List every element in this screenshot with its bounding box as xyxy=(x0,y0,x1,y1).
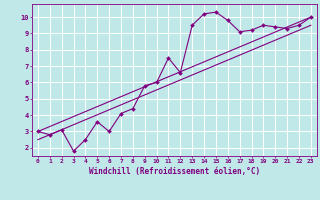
X-axis label: Windchill (Refroidissement éolien,°C): Windchill (Refroidissement éolien,°C) xyxy=(89,167,260,176)
